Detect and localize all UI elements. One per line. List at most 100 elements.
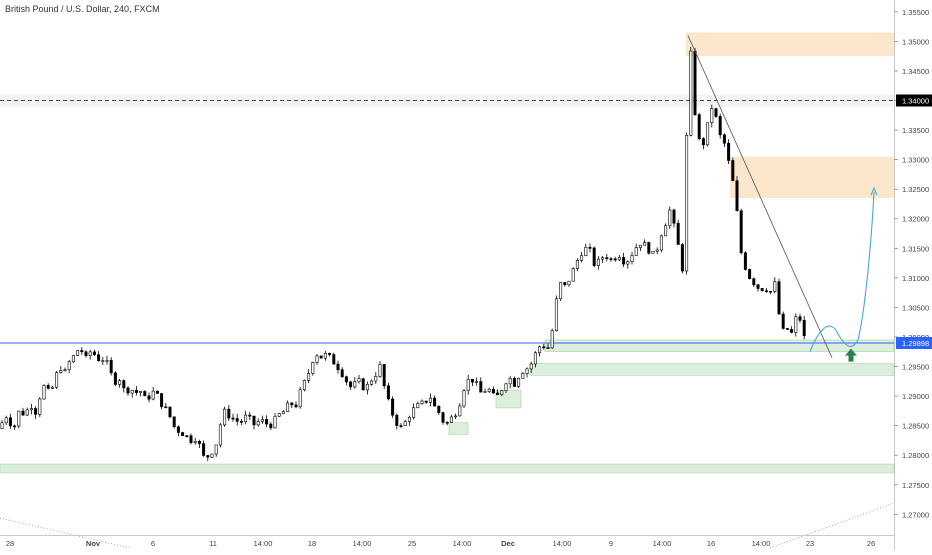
- candle-body: [55, 372, 59, 388]
- candle-body: [130, 389, 134, 394]
- candle-body: [256, 421, 260, 426]
- candle-body: [529, 363, 533, 370]
- candle-body: [752, 278, 756, 285]
- candle-body: [458, 405, 462, 417]
- candle-body: [17, 410, 21, 427]
- candle-body: [206, 455, 210, 458]
- candle-body: [790, 329, 794, 333]
- candle-body: [437, 405, 441, 413]
- candle-body: [118, 380, 122, 385]
- candle-body: [46, 385, 50, 389]
- candle-body: [353, 381, 357, 388]
- candle-body: [248, 414, 252, 417]
- candle-body: [13, 425, 17, 428]
- candle-body: [294, 404, 298, 408]
- candle-body: [332, 354, 336, 365]
- candle-body: [659, 235, 663, 251]
- candle-body: [504, 383, 508, 391]
- price-tick-label: 1.31500: [902, 244, 929, 253]
- candle-body: [550, 330, 554, 349]
- candle-body: [655, 249, 659, 252]
- candle-body: [134, 389, 138, 393]
- candle-body: [575, 260, 579, 269]
- candle-body: [685, 135, 689, 272]
- candle-body: [160, 393, 164, 408]
- candle-body: [109, 359, 113, 374]
- candle-body: [202, 443, 206, 456]
- candle-body: [319, 355, 323, 359]
- candle-body: [559, 282, 563, 300]
- candle-body: [227, 408, 231, 419]
- projection-arrowhead: [870, 186, 878, 196]
- candle-body: [508, 378, 512, 385]
- candle-body: [739, 210, 743, 254]
- candle-body: [113, 372, 117, 385]
- candle-body: [794, 316, 798, 333]
- price-tick-label: 1.27500: [902, 481, 929, 490]
- candle-body: [235, 418, 239, 422]
- candle-body: [340, 369, 344, 378]
- candle-body: [643, 242, 647, 246]
- time-tick-label: 14:00: [254, 539, 273, 548]
- candle-body: [785, 328, 789, 330]
- candle-body: [328, 352, 332, 355]
- candle-body: [764, 290, 768, 292]
- candle-body: [462, 390, 466, 407]
- candle-body: [680, 244, 684, 272]
- candle-body: [449, 416, 453, 423]
- candle-body: [336, 363, 340, 371]
- time-tick-label: 14:00: [553, 539, 572, 548]
- candle-body: [777, 281, 781, 315]
- candle-body: [718, 116, 722, 136]
- candle-body: [479, 381, 483, 393]
- candle-body: [168, 406, 172, 418]
- candle-body: [454, 415, 458, 418]
- candle-body: [164, 406, 168, 409]
- candle-body: [693, 50, 697, 115]
- candle-body: [701, 138, 705, 146]
- supply-zone: [686, 32, 894, 57]
- price-tick-label: 1.35500: [902, 8, 929, 17]
- candle-body: [307, 373, 311, 381]
- candle-body: [38, 398, 42, 415]
- candle-body: [743, 252, 747, 270]
- price-tick-label: 1.33000: [902, 156, 929, 165]
- candle-body: [197, 441, 201, 444]
- candle-body: [315, 355, 319, 363]
- candle-body: [722, 134, 726, 144]
- candle-body: [496, 392, 500, 395]
- candle-body: [101, 360, 105, 362]
- candle-body: [50, 386, 54, 389]
- candle-body: [357, 378, 361, 382]
- candle-body: [416, 403, 420, 409]
- candle-body: [311, 362, 315, 374]
- price-tick-label: 1.31000: [902, 274, 929, 283]
- candle-body: [538, 346, 542, 354]
- candle-body: [546, 347, 550, 349]
- candle-body: [252, 415, 256, 426]
- candle-body: [748, 269, 752, 280]
- candle-body: [521, 373, 525, 379]
- candle-body: [428, 397, 432, 403]
- demand-zone: [544, 339, 895, 353]
- candle-body: [155, 390, 159, 394]
- candle-body: [773, 281, 777, 292]
- candle-body: [181, 432, 185, 436]
- candle-body: [542, 346, 546, 349]
- time-tick-label: 6: [151, 539, 155, 548]
- candle-body: [735, 180, 739, 212]
- price-tick-label: 1.33500: [902, 126, 929, 135]
- candle-body: [143, 391, 147, 397]
- candle-body: [769, 290, 773, 293]
- price-tick-label: 1.28500: [902, 422, 929, 431]
- time-tick-label: 14:00: [353, 539, 372, 548]
- price-tick-label: 1.29000: [902, 392, 929, 401]
- candle-body: [386, 385, 390, 400]
- time-tick-label: 9: [609, 539, 613, 548]
- trend-line: [687, 35, 833, 358]
- candle-body: [244, 414, 248, 422]
- candle-body: [365, 384, 369, 391]
- candle-body: [277, 413, 281, 417]
- candle-body: [172, 416, 176, 428]
